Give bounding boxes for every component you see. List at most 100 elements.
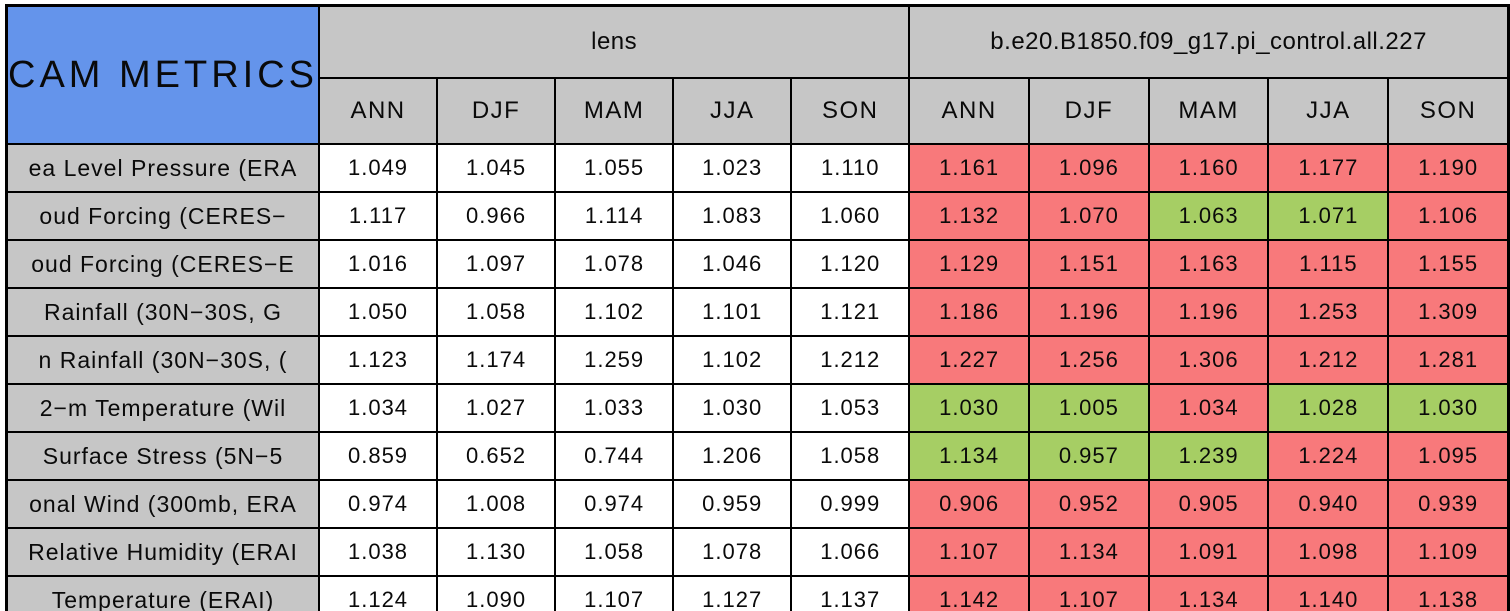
season-header-cell: MAM: [1147, 77, 1270, 145]
season-header-cell: JJA: [672, 77, 793, 145]
lens-value-cell: 0.959: [672, 479, 793, 529]
lens-value-cell: 1.058: [436, 287, 557, 337]
control-value-cell: 1.253: [1267, 287, 1390, 337]
metric-label: ea Level Pressure (ERA: [5, 143, 320, 193]
control-value-cell: 1.309: [1387, 287, 1510, 337]
lens-value-cell: 1.102: [672, 335, 793, 385]
lens-value-cell: 1.101: [672, 287, 793, 337]
lens-value-cell: 1.083: [672, 191, 793, 241]
control-value-cell: 1.140: [1267, 575, 1390, 611]
lens-value-cell: 1.121: [790, 287, 911, 337]
lens-value-cell: 1.058: [554, 527, 675, 577]
control-value-cell: 1.132: [908, 191, 1030, 241]
control-value-cell: 1.155: [1387, 239, 1510, 289]
control-value-cell: 1.005: [1028, 383, 1150, 433]
metric-label: onal Wind (300mb, ERA: [5, 479, 320, 529]
lens-value-cell: 1.259: [554, 335, 675, 385]
table-row: Relative Humidity (ERAI 1.038 1.130 1.058 1.…: [5, 527, 1510, 577]
lens-value-cell: 1.030: [672, 383, 793, 433]
lens-value-cell: 0.974: [317, 479, 439, 529]
lens-value-cell: 1.120: [790, 239, 911, 289]
lens-value-cell: 0.859: [317, 431, 439, 481]
lens-value-cell: 1.033: [554, 383, 675, 433]
control-value-cell: 1.095: [1387, 431, 1510, 481]
control-value-cell: 1.239: [1147, 431, 1270, 481]
lens-value-cell: 1.008: [436, 479, 557, 529]
control-value-cell: 1.151: [1028, 239, 1150, 289]
lens-value-cell: 1.078: [554, 239, 675, 289]
control-value-cell: 1.142: [908, 575, 1030, 611]
season-header-cell: SON: [1387, 77, 1510, 145]
group-header-row: CAM METRICS lens b.e20.B1850.f09_g17.pi_…: [5, 4, 1510, 145]
lens-value-cell: 1.127: [672, 575, 793, 611]
table-row: n Rainfall (30N−30S, (1.123 1.174 1.259 1.1…: [5, 335, 1510, 385]
metric-label: Rainfall (30N−30S, G: [5, 287, 320, 337]
lens-value-cell: 1.097: [436, 239, 557, 289]
season-header-cell: ANN: [908, 77, 1030, 145]
metric-label: Temperature (ERAI): [5, 575, 320, 611]
lens-value-cell: 0.966: [436, 191, 557, 241]
control-value-cell: 1.161: [908, 143, 1030, 193]
lens-value-cell: 1.078: [672, 527, 793, 577]
lens-value-cell: 1.124: [317, 575, 439, 611]
control-value-cell: 1.096: [1028, 143, 1150, 193]
lens-value-cell: 1.050: [317, 287, 439, 337]
control-value-cell: 1.227: [908, 335, 1030, 385]
control-value-cell: 1.070: [1028, 191, 1150, 241]
lens-value-cell: 1.107: [554, 575, 675, 611]
control-value-cell: 0.939: [1387, 479, 1510, 529]
control-value-cell: 1.106: [1387, 191, 1510, 241]
control-value-cell: 1.091: [1147, 527, 1270, 577]
control-value-cell: 1.134: [1028, 527, 1150, 577]
metric-label: Relative Humidity (ERAI: [5, 527, 320, 577]
control-value-cell: 1.177: [1267, 143, 1390, 193]
lens-value-cell: 1.058: [790, 431, 911, 481]
table-row: onal Wind (300mb, ERA 0.974 1.008 0.974 0.95…: [5, 479, 1510, 529]
control-value-cell: 1.107: [908, 527, 1030, 577]
lens-value-cell: 1.206: [672, 431, 793, 481]
table-row: Temperature (ERAI) 1.124 1.090 1.107 1.127 1.…: [5, 575, 1510, 611]
table-row: 2−m Temperature (Wil 1.034 1.027 1.033 1.030…: [5, 383, 1510, 433]
season-header-cell: ANN: [317, 77, 439, 145]
metric-label: oud Forcing (CERES−: [5, 191, 320, 241]
control-value-cell: 1.160: [1147, 143, 1270, 193]
season-header-cell: SON: [790, 77, 911, 145]
table-row: Surface Stress (5N−5 0.859 0.652 0.744 1.206…: [5, 431, 1510, 481]
lens-value-cell: 1.212: [790, 335, 911, 385]
control-value-cell: 1.063: [1147, 191, 1270, 241]
season-header-row: ANN DJF MAM JJA SON ANN DJF MAM JJA SON: [7, 77, 1510, 145]
lens-value-cell: 1.090: [436, 575, 557, 611]
control-value-cell: 1.115: [1267, 239, 1390, 289]
control-value-cell: 1.098: [1267, 527, 1390, 577]
season-header-cell: MAM: [554, 77, 675, 145]
table-row: oud Forcing (CERES− 1.117 0.966 1.114 1.083 1…: [5, 191, 1510, 241]
control-value-cell: 1.163: [1147, 239, 1270, 289]
lens-value-cell: 1.046: [672, 239, 793, 289]
control-value-cell: 1.196: [1147, 287, 1270, 337]
lens-value-cell: 0.974: [554, 479, 675, 529]
lens-value-cell: 1.130: [436, 527, 557, 577]
lens-value-cell: 1.066: [790, 527, 911, 577]
control-value-cell: 1.224: [1267, 431, 1390, 481]
season-header-cell: JJA: [1267, 77, 1390, 145]
lens-value-cell: 0.744: [554, 431, 675, 481]
cam-metrics-table: CAM METRICS lens b.e20.B1850.f09_g17.pi_…: [5, 4, 1510, 611]
metric-label: 2−m Temperature (Wil: [5, 383, 320, 433]
control-value-cell: 1.134: [908, 431, 1030, 481]
lens-value-cell: 1.034: [317, 383, 439, 433]
metric-label: Surface Stress (5N−5: [5, 431, 320, 481]
table-body: CAM METRICS lens b.e20.B1850.f09_g17.pi_…: [5, 4, 1510, 611]
lens-value-cell: 0.999: [790, 479, 911, 529]
table-row: Rainfall (30N−30S, G 1.050 1.058 1.102 1.101…: [5, 287, 1510, 337]
control-value-cell: 0.957: [1028, 431, 1150, 481]
lens-value-cell: 1.055: [554, 143, 675, 193]
control-value-cell: 1.134: [1147, 575, 1270, 611]
group-header-lens: lens: [317, 4, 911, 79]
lens-value-cell: 1.174: [436, 335, 557, 385]
lens-value-cell: 1.123: [317, 335, 439, 385]
control-value-cell: 1.256: [1028, 335, 1150, 385]
control-value-cell: 1.030: [1387, 383, 1510, 433]
control-value-cell: 0.905: [1147, 479, 1270, 529]
lens-value-cell: 1.060: [790, 191, 911, 241]
control-value-cell: 1.107: [1028, 575, 1150, 611]
